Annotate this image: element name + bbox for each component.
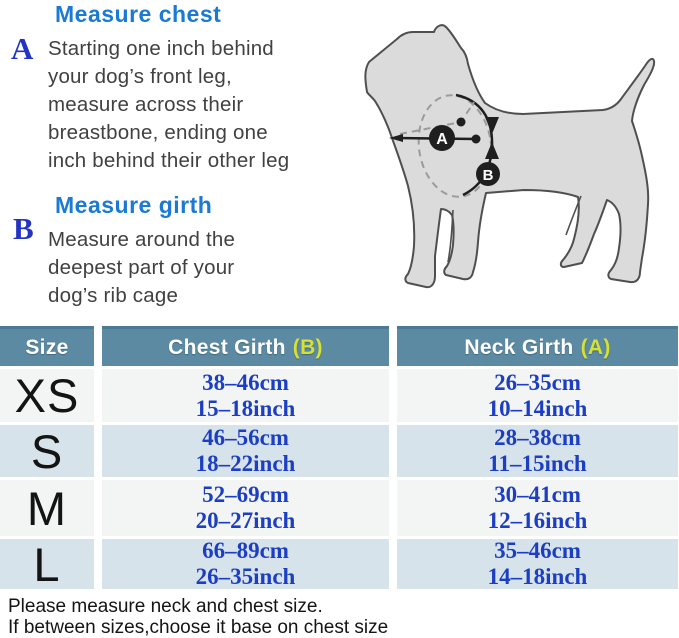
neck-dot <box>456 117 466 127</box>
value-inch: 15–18inch <box>195 395 296 421</box>
chest-cell-m: 52–69cm 20–27inch <box>102 480 389 536</box>
value-cm: 26–35cm <box>494 369 581 395</box>
value-cm: 30–41cm <box>494 482 581 507</box>
chest-cell-l: 66–89cm 26–35inch <box>102 538 389 589</box>
value-cm: 28–38cm <box>494 425 581 450</box>
front-leg-line <box>447 209 454 263</box>
chest-text-line: measure across their <box>48 93 244 116</box>
value-inch: 12–16inch <box>487 508 588 533</box>
arrow-down-icon <box>485 117 499 134</box>
chest-line-point <box>389 134 403 142</box>
marker-b-label: B <box>483 167 494 184</box>
chest-header-label: Chest Girth <box>168 335 286 359</box>
chest-cell-xs: 38–46cm 15–18inch <box>102 369 389 422</box>
measure-girth-heading: Measure girth <box>55 192 213 218</box>
value-inch: 11–15inch <box>488 451 587 476</box>
col-header-size: Size <box>0 326 94 366</box>
dog-silhouette <box>364 24 656 289</box>
measure-chest-text: Starting one inch behind your dog’s fron… <box>48 35 358 175</box>
section-letter-b: B <box>13 211 34 246</box>
chest-header-tag: (B) <box>292 335 323 359</box>
value-inch: 18–22inch <box>195 451 296 476</box>
chest-text-line: breastbone, ending one <box>48 121 268 144</box>
note-line-1: Please measure neck and chest size. <box>8 596 323 617</box>
size-header-label: Size <box>25 335 69 359</box>
size-table: Size Chest Girth (B) Neck Girth (A) XS 3… <box>0 326 679 591</box>
chest-text-line: inch behind their other leg <box>48 149 290 172</box>
value-inch: 26–35inch <box>195 564 296 589</box>
girth-text-line: Measure around the <box>48 228 236 251</box>
col-header-neck-girth: Neck Girth (A) <box>397 326 678 366</box>
dog-measurement-diagram: A B <box>364 24 656 289</box>
neck-cell-l: 35–46cm 14–18inch <box>397 538 678 589</box>
marker-b-badge <box>476 162 500 186</box>
girth-text-line: dog’s rib cage <box>48 284 179 307</box>
size-cell-s: S <box>0 425 94 478</box>
section-letter-a: A <box>11 31 34 66</box>
marker-a-label: A <box>436 131 448 148</box>
neck-cell-s: 28–38cm 11–15inch <box>397 425 678 477</box>
note-line-2: If between sizes,choose it base on chest… <box>8 617 389 638</box>
girth-text-line: deepest part of your <box>48 256 235 279</box>
chest-cell-s: 46–56cm 18–22inch <box>102 425 389 477</box>
footer-notes: Please measure neck and chest size. If b… <box>8 596 388 638</box>
col-header-chest-girth: Chest Girth (B) <box>102 326 389 366</box>
arrow-up-icon <box>485 142 499 159</box>
value-inch: 14–18inch <box>487 564 588 589</box>
size-cell-m: M <box>0 480 94 536</box>
size-cell-xs: XS <box>0 369 94 422</box>
chest-text-line: Starting one inch behind <box>48 37 274 60</box>
neck-header-label: Neck Girth <box>464 335 574 359</box>
marker-a-badge <box>429 125 455 151</box>
chest-dot <box>471 134 481 144</box>
value-cm: 66–89cm <box>202 538 289 563</box>
neck-header-tag: (A) <box>580 335 611 359</box>
hind-leg-line <box>565 195 582 236</box>
neck-cell-m: 30–41cm 12–16inch <box>397 480 678 536</box>
value-cm: 46–56cm <box>202 425 289 450</box>
measure-girth-text: Measure around the deepest part of your … <box>48 226 358 310</box>
value-inch: 20–27inch <box>195 508 296 533</box>
value-cm: 35–46cm <box>494 538 581 563</box>
value-inch: 10–14inch <box>487 395 588 421</box>
size-cell-l: L <box>0 538 94 591</box>
measure-chest-heading: Measure chest <box>55 1 222 27</box>
value-cm: 52–69cm <box>202 482 289 507</box>
chest-text-line: your dog’s front leg, <box>48 65 232 88</box>
neck-cell-xs: 26–35cm 10–14inch <box>397 369 678 422</box>
value-cm: 38–46cm <box>202 369 289 395</box>
